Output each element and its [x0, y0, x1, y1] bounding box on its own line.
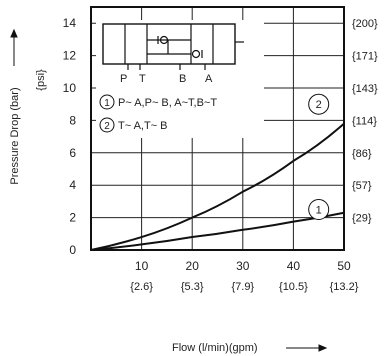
y-tick-label: 6: [69, 146, 76, 160]
legend-box: P T B A 1 P~ A,P~ B, A~T,B~T 2 T~ A,T~ B: [96, 20, 264, 138]
series-marker-1-icon: [308, 199, 330, 220]
x-tick-label: 30: [236, 259, 250, 273]
x-tick-label: 10: [135, 259, 149, 273]
plot-frame: [90, 6, 345, 251]
y-axis-label: Pressure Drop (bar): [9, 87, 21, 184]
legend-1-number: 1: [104, 98, 110, 109]
x-tick-label-secondary: {10.5}: [279, 281, 308, 293]
port-label-a: A: [205, 73, 213, 85]
y-tick-label-right: {114}: [352, 115, 377, 127]
port-label-b: B: [179, 73, 186, 85]
y-axis-arrow-icon: [10, 28, 18, 66]
y-tick-label-right: {171}: [352, 51, 378, 63]
y-tick-label-right: {57}: [352, 180, 372, 192]
x-tick-label-secondary: {13.2}: [330, 281, 359, 293]
x-tick-label: 40: [287, 259, 301, 273]
valve-symbol-icon: [102, 23, 244, 70]
y-tick-label: 4: [69, 178, 76, 192]
series-marker-label: 1: [316, 205, 322, 217]
x-tick-label-secondary: {5.3}: [181, 281, 204, 293]
series-line-1: [90, 211, 345, 251]
y-tick-label: 8: [69, 113, 76, 127]
y-tick-label: 14: [63, 16, 77, 30]
y-tick-label: 10: [63, 81, 77, 95]
legend-1-badge-icon: [99, 94, 115, 110]
y-tick-label-right: {86}: [352, 148, 372, 160]
legend-2-number: 2: [104, 121, 110, 132]
y-tick-label: 0: [69, 243, 76, 257]
port-label-t: T: [139, 73, 146, 85]
legend-1-text: P~ A,P~ B, A~T,B~T: [118, 97, 217, 109]
port-label-p: P: [120, 73, 127, 85]
y-tick-label: 2: [69, 211, 76, 225]
x-tick-label-secondary: {2.6}: [130, 281, 153, 293]
legend-2-badge-icon: [99, 117, 115, 133]
y-tick-label-right: {200}: [352, 18, 378, 30]
y-tick-label-right: {143}: [352, 83, 378, 95]
legend-2-text: T~ A,T~ B: [118, 120, 168, 132]
series-marker-label: 2: [316, 99, 322, 111]
y-tick-label: 12: [63, 49, 77, 63]
tick-labels: 02468101214{29}{57}{86}{114}{143}{171}{2…: [63, 16, 378, 293]
series-marker-2-icon: [308, 93, 330, 115]
y-tick-label-right: {29}: [352, 213, 372, 225]
x-tick-label: 20: [186, 259, 200, 273]
y-axis-label-secondary: {psi}: [35, 69, 47, 91]
curves: [90, 122, 345, 251]
x-tick-label-secondary: {7.9}: [231, 281, 254, 293]
series-markers: 12: [308, 93, 330, 220]
x-axis-arrow-icon: [286, 344, 328, 352]
x-tick-label: 50: [337, 259, 351, 273]
series-line-2: [90, 122, 345, 251]
x-axis-label: Flow (l/min)(gpm): [172, 342, 258, 354]
